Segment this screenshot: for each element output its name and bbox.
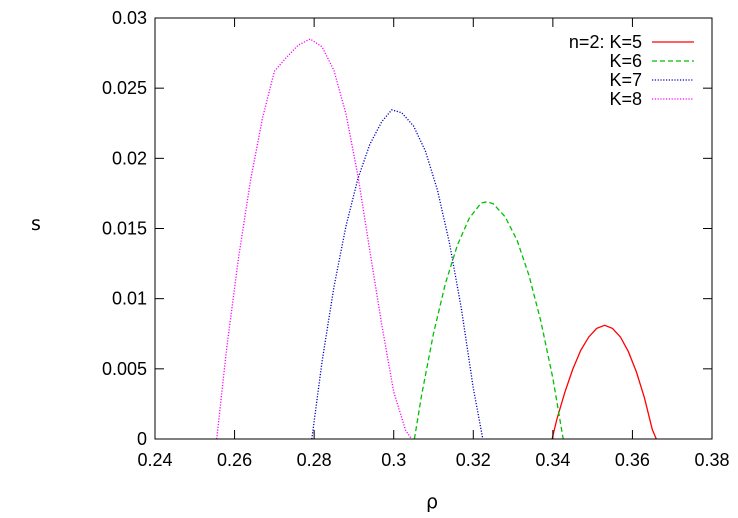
legend-label-2: K=7 (609, 70, 642, 90)
y-tick-label: 0.02 (112, 148, 147, 168)
series-line-2 (311, 109, 484, 440)
y-axis-label: s (31, 213, 41, 235)
y-tick-label: 0.025 (102, 78, 147, 98)
y-tick-label: 0.015 (102, 219, 147, 239)
y-tick-label: 0.03 (112, 8, 147, 28)
y-tick-label: 0.005 (102, 359, 147, 379)
y-tick-label: 0.01 (112, 289, 147, 309)
legend-label-3: K=8 (609, 89, 642, 109)
legend-label-0: n=2: K=5 (569, 32, 642, 52)
legend: n=2: K=5K=6K=7K=8 (569, 32, 694, 109)
x-tick-label: 0.26 (217, 450, 252, 470)
series-line-1 (413, 201, 564, 440)
axes: 0.24 0.26 0.28 0.3 0.32 0.34 0.36 0.38 0 0.005 0.0… (102, 8, 730, 470)
y-tick-label: 0 (137, 429, 147, 449)
x-tick-label: 0.24 (137, 450, 172, 470)
x-tick-label: 0.28 (297, 450, 332, 470)
series-line-0 (551, 324, 657, 440)
legend-label-1: K=6 (609, 51, 642, 71)
plot-area (216, 38, 657, 440)
x-tick-label: 0.36 (615, 450, 650, 470)
x-tick-label: 0.38 (694, 450, 729, 470)
x-tick-label: 0.32 (456, 450, 491, 470)
x-tick-label: 0.34 (535, 450, 570, 470)
series-line-3 (216, 38, 413, 440)
x-tick-label: 0.3 (381, 450, 406, 470)
x-axis-label: ρ (426, 491, 438, 513)
